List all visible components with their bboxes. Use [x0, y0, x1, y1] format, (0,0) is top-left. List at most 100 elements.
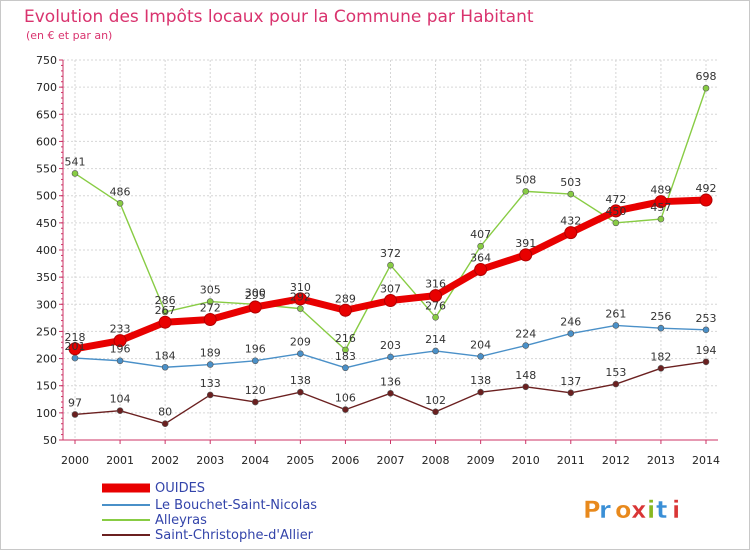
x-tick-label: 2003	[196, 454, 224, 467]
y-tick-label: 550	[36, 163, 57, 176]
data-point	[297, 388, 304, 396]
data-point	[657, 365, 665, 372]
data-point	[519, 248, 533, 262]
data-point	[567, 330, 575, 337]
data-point	[113, 334, 127, 348]
data-point	[474, 263, 488, 277]
y-tick-label: 150	[36, 380, 57, 393]
brand-letter: i	[647, 496, 655, 524]
data-point	[699, 193, 713, 207]
brand-letter: r	[599, 496, 611, 524]
y-tick-label: 100	[36, 407, 57, 420]
data-label: 698	[696, 70, 717, 83]
data-label: 80	[158, 406, 172, 419]
data-label: 189	[200, 347, 221, 360]
x-tick-label: 2000	[61, 454, 89, 467]
data-label: 97	[68, 396, 82, 409]
axes: 50 100 150 200 250 300 350 400 450 500 550 600 650 70…	[36, 54, 720, 467]
x-tick-label: 2009	[467, 454, 495, 467]
data-point	[293, 292, 307, 306]
data-label: 201	[65, 340, 86, 353]
data-point	[657, 324, 665, 332]
data-label: 203	[380, 339, 401, 352]
data-point	[567, 389, 575, 397]
data-label: 508	[515, 173, 536, 186]
data-label: 104	[110, 393, 131, 406]
data-point	[206, 361, 214, 368]
data-point	[161, 363, 169, 371]
data-point	[702, 358, 710, 366]
data-label: 305	[200, 284, 221, 297]
data-point	[612, 219, 620, 227]
data-label: 300	[245, 286, 266, 299]
data-label: 246	[560, 316, 581, 329]
data-point	[522, 342, 530, 349]
series-Le Bouchet-Saint-Nicolas	[71, 322, 710, 372]
data-label: 196	[245, 343, 266, 356]
brand-letter: o	[615, 496, 632, 524]
brand-letter: P	[583, 496, 601, 524]
y-tick-label: 400	[36, 244, 57, 257]
x-tick-label: 2001	[106, 454, 134, 467]
data-label: 133	[200, 377, 221, 390]
x-tick-label: 2014	[692, 454, 720, 467]
data-point	[612, 322, 620, 329]
series-layer	[68, 84, 713, 428]
chart-subtitle: (en € et par an)	[26, 29, 112, 42]
data-point	[206, 298, 214, 305]
data-label: 316	[425, 278, 446, 291]
y-tick-label: 450	[36, 217, 57, 230]
data-point	[71, 170, 79, 177]
brand-letter: i	[672, 496, 680, 524]
data-label: 372	[380, 247, 401, 260]
series-Alleyras	[71, 84, 710, 354]
chart-title: Evolution des Impôts locaux pour la Comm…	[24, 7, 534, 27]
x-tick-label: 2006	[331, 454, 359, 467]
data-label: 489	[650, 184, 671, 197]
x-tick-label: 2005	[286, 454, 314, 467]
x-tick-label: 2002	[151, 454, 179, 467]
data-point	[564, 226, 578, 240]
data-point	[567, 190, 575, 198]
data-label: 503	[560, 176, 581, 189]
x-tick-label: 2013	[647, 454, 675, 467]
data-point	[612, 380, 620, 388]
data-label: 486	[110, 185, 131, 198]
data-label: 120	[245, 384, 266, 397]
legend-label: Saint-Christophe-d'Allier	[155, 528, 314, 543]
data-label: 106	[335, 392, 356, 405]
data-label: 233	[110, 323, 131, 336]
data-point	[297, 305, 304, 312]
data-point	[384, 293, 397, 307]
legend-label: OUIDES	[155, 481, 205, 496]
data-point	[387, 390, 394, 397]
data-label: 136	[380, 375, 401, 388]
data-label: 209	[290, 336, 311, 349]
data-point	[342, 406, 349, 413]
data-point	[158, 315, 172, 329]
data-label: 472	[605, 193, 626, 206]
data-point	[297, 350, 304, 357]
series-Saint-Christophe-d'Allier	[71, 358, 710, 428]
series-OUIDES	[68, 193, 713, 356]
data-label: 289	[335, 292, 356, 305]
data-label: 364	[470, 252, 491, 265]
y-tick-label: 350	[36, 271, 57, 284]
data-label: 295	[245, 289, 266, 302]
data-point	[248, 300, 262, 314]
data-point	[116, 357, 124, 365]
data-point	[654, 195, 668, 209]
data-label: 450	[605, 205, 626, 218]
data-label: 267	[155, 304, 176, 317]
data-point	[71, 354, 79, 362]
data-label: 224	[515, 328, 536, 341]
data-point	[206, 391, 214, 399]
data-point	[657, 215, 665, 223]
data-point	[342, 346, 349, 354]
data-point	[161, 420, 169, 428]
data-label: 182	[650, 350, 671, 363]
data-point	[522, 188, 530, 195]
proxiti-logo: Pr o x i t i	[583, 496, 681, 525]
data-label: 196	[110, 343, 131, 356]
